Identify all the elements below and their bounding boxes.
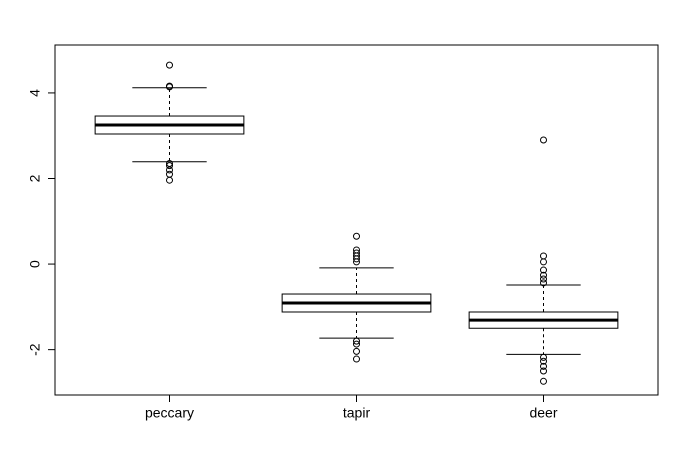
outlier	[540, 271, 547, 279]
outlier	[540, 367, 547, 375]
outlier	[540, 357, 547, 365]
outlier	[540, 279, 547, 287]
outlier	[540, 353, 547, 361]
plot-frame	[54, 44, 659, 396]
outlier	[540, 362, 547, 370]
outlier	[540, 377, 547, 385]
outlier	[540, 266, 547, 274]
outlier	[166, 162, 173, 170]
x-tick-label: deer	[529, 405, 557, 421]
y-tick-label: -2	[27, 343, 43, 356]
outlier	[540, 258, 547, 266]
outlier	[166, 83, 173, 91]
outlier	[353, 347, 360, 355]
outlier	[166, 61, 173, 69]
outlier	[353, 337, 360, 345]
y-tick-label: 0	[27, 260, 43, 268]
outlier	[353, 258, 360, 266]
x-tick-label: peccary	[145, 405, 194, 421]
y-tick-label: 4	[27, 89, 43, 97]
outlier	[540, 252, 547, 260]
outlier	[166, 176, 173, 184]
outlier	[353, 232, 360, 240]
outlier	[353, 355, 360, 363]
outlier	[353, 340, 360, 348]
outlier	[540, 275, 547, 283]
y-tick-label: 2	[27, 174, 43, 182]
x-tick-label: tapir	[343, 405, 371, 421]
outlier	[353, 255, 360, 263]
outlier	[540, 136, 547, 144]
outlier	[166, 170, 173, 178]
outlier	[166, 166, 173, 174]
